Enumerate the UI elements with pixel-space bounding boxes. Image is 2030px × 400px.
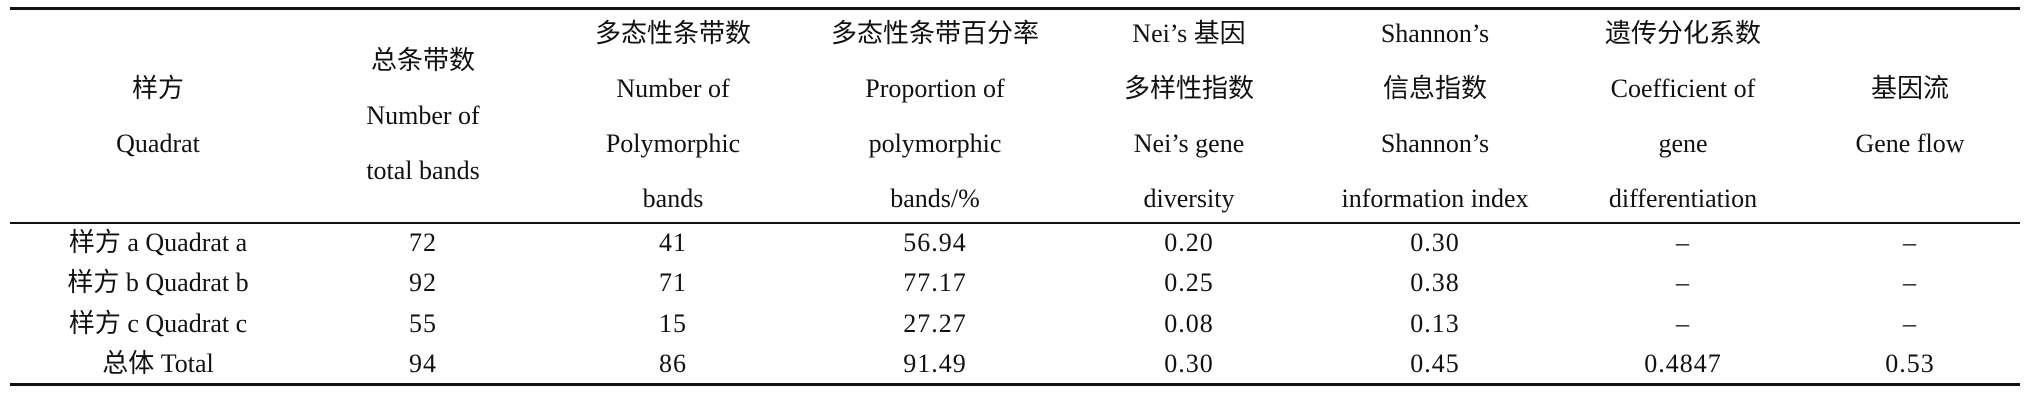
header-text: 信息指数 <box>1382 73 1488 103</box>
header-text: Shannon’s <box>1380 18 1490 48</box>
header-text: Nei’s 基因 <box>1132 18 1246 48</box>
header-text: Quadrat <box>116 128 200 158</box>
cell-value: 71 <box>659 268 687 297</box>
cell-value: 0.30 <box>1410 228 1460 257</box>
row-label: 样方 c Quadrat c <box>68 309 248 338</box>
header-text: Gene flow <box>1855 128 1965 158</box>
header-text: differentiation <box>1608 183 1758 213</box>
cell-value: 41 <box>659 228 687 257</box>
cell-value: 0.53 <box>1885 349 1935 378</box>
cell-value: 0.08 <box>1164 309 1214 338</box>
cell-value: 77.17 <box>903 268 967 297</box>
cell-value: 0.30 <box>1164 349 1214 378</box>
header-text: information index <box>1341 183 1529 213</box>
cell-value: – <box>1903 268 1917 297</box>
cell-value: 0.38 <box>1410 268 1460 297</box>
cell-value: 15 <box>659 309 687 338</box>
cell-value: 0.4847 <box>1644 349 1722 378</box>
header-text: total bands <box>366 156 480 185</box>
cell-value: 56.94 <box>903 228 967 257</box>
header-text: Nei’s gene <box>1133 128 1245 158</box>
header-text: Number of <box>366 101 480 130</box>
header-text: 样方 <box>131 73 185 103</box>
header-text: bands <box>642 183 704 213</box>
top-rule <box>10 7 2020 10</box>
cell-value: 55 <box>409 309 437 338</box>
cell-value: 0.20 <box>1164 228 1214 257</box>
cell-value: – <box>1903 228 1917 257</box>
cell-value: 72 <box>409 228 437 257</box>
header-text: gene <box>1658 128 1708 158</box>
header-text: 多态性条带数 <box>594 18 752 48</box>
header-rule <box>10 222 2020 224</box>
header-text: 遗传分化系数 <box>1604 18 1762 48</box>
header-text: 多态性条带百分率 <box>830 18 1040 48</box>
row-label: 样方 a Quadrat a <box>68 228 248 257</box>
cell-value: 91.49 <box>903 349 967 378</box>
cell-value: 92 <box>409 268 437 297</box>
header-text: Shannon’s <box>1380 128 1490 158</box>
header-text: diversity <box>1143 183 1235 213</box>
cell-value: – <box>1676 228 1690 257</box>
cell-value: 94 <box>409 349 437 378</box>
cell-value: – <box>1676 309 1690 338</box>
header-text: 多样性指数 <box>1123 73 1255 103</box>
cell-value: 0.25 <box>1164 268 1214 297</box>
cell-value: – <box>1676 268 1690 297</box>
bottom-rule <box>10 383 2020 386</box>
header-text: 总条带数 <box>370 46 476 75</box>
header-text: 基因流 <box>1870 73 1950 103</box>
row-label: 样方 b Quadrat b <box>67 268 249 297</box>
cell-value: 0.13 <box>1410 309 1460 338</box>
row-label: 总体 Total <box>102 349 214 378</box>
header-text: Proportion of <box>865 73 1005 103</box>
header-text: polymorphic <box>868 128 1002 158</box>
cell-value: 86 <box>659 349 687 378</box>
header-text: Polymorphic <box>605 128 741 158</box>
header-text: Number of <box>616 73 730 103</box>
header-text: Coefficient of <box>1610 73 1756 103</box>
header-text: bands/% <box>890 183 980 213</box>
cell-value: 27.27 <box>903 309 967 338</box>
cell-value: 0.45 <box>1410 349 1460 378</box>
cell-value: – <box>1903 309 1917 338</box>
